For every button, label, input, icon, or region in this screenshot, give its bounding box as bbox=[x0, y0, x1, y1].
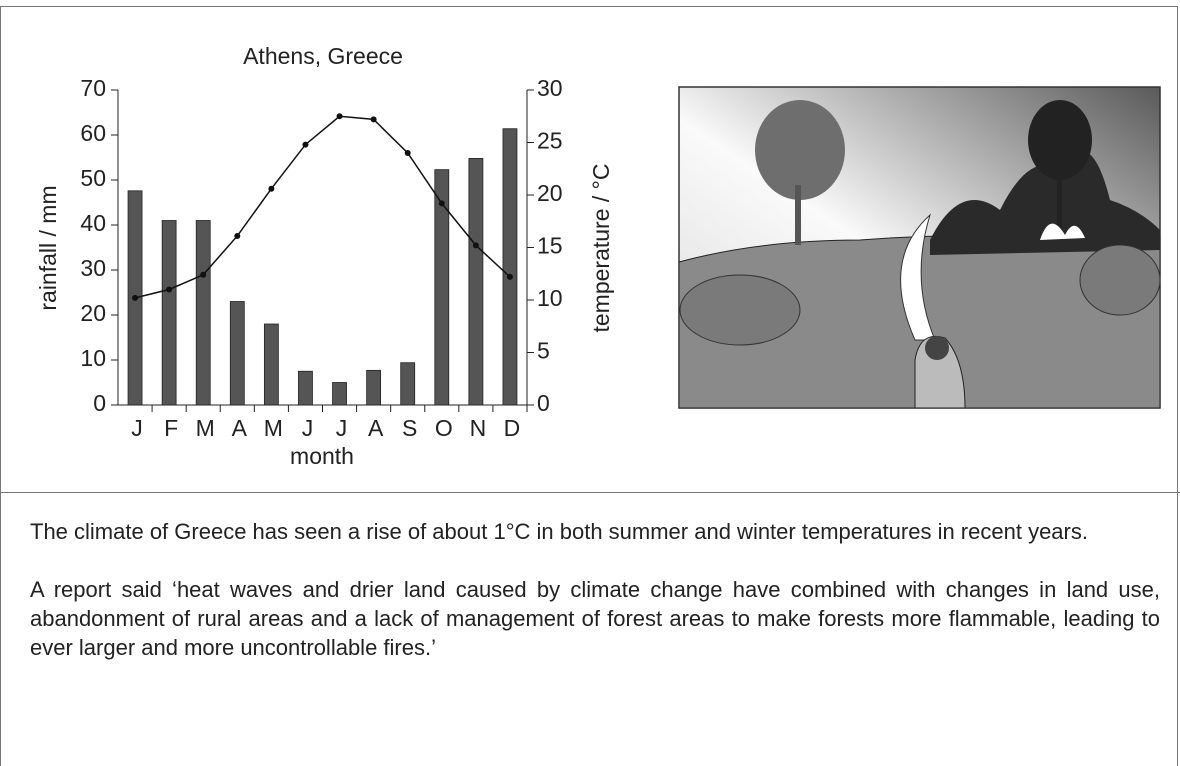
temperature-point bbox=[166, 287, 172, 293]
y-tick-label: 10 bbox=[80, 345, 106, 371]
temperature-point bbox=[405, 150, 411, 156]
x-tick-label: S bbox=[402, 415, 417, 441]
divider bbox=[0, 492, 1180, 493]
y2-tick-label: 30 bbox=[537, 75, 563, 101]
page: Athens, Greece month rainfall / mm tempe… bbox=[0, 0, 1180, 765]
y2-tick-label: 20 bbox=[537, 180, 563, 206]
temperature-point bbox=[132, 295, 138, 301]
y2-tick-label: 5 bbox=[537, 338, 550, 364]
y-tick-label: 40 bbox=[80, 210, 106, 236]
y-tick-label: 30 bbox=[80, 255, 106, 281]
x-tick-label: D bbox=[504, 415, 521, 441]
chart: Athens, Greece month rainfall / mm tempe… bbox=[0, 0, 1180, 490]
y2-tick-label: 0 bbox=[537, 390, 550, 416]
x-tick-label: A bbox=[368, 415, 384, 441]
temperature-point bbox=[200, 272, 206, 278]
x-tick-label: J bbox=[131, 415, 143, 441]
x-tick-label: O bbox=[435, 415, 453, 441]
temperature-point bbox=[302, 142, 308, 148]
y2-tick-label: 15 bbox=[537, 233, 563, 259]
x-tick-label: A bbox=[232, 415, 248, 441]
temperature-point bbox=[371, 116, 377, 122]
temperature-point bbox=[268, 186, 274, 192]
bar bbox=[298, 371, 312, 405]
x-axis-label: month bbox=[290, 443, 354, 469]
y-tick-label: 60 bbox=[80, 120, 106, 146]
y-tick-label: 50 bbox=[80, 165, 106, 191]
y2-axis-label: temperature / °C bbox=[588, 164, 614, 333]
x-tick-label: J bbox=[302, 415, 314, 441]
temperature-point bbox=[439, 200, 445, 206]
x-tick-label: J bbox=[336, 415, 348, 441]
bar bbox=[333, 383, 347, 406]
temperature-point bbox=[234, 233, 240, 239]
paragraph: The climate of Greece has seen a rise of… bbox=[30, 517, 1160, 546]
bar bbox=[401, 363, 415, 405]
bar bbox=[469, 158, 483, 405]
x-tick-label: N bbox=[470, 415, 487, 441]
y-tick-label: 0 bbox=[93, 390, 106, 416]
y-tick-label: 70 bbox=[80, 75, 106, 101]
temperature-point bbox=[473, 242, 479, 248]
y-axis-label: rainfall / mm bbox=[35, 185, 61, 310]
y-tick-label: 20 bbox=[80, 300, 106, 326]
x-tick-label: M bbox=[264, 415, 283, 441]
temperature-line bbox=[135, 116, 510, 298]
bar bbox=[367, 370, 381, 405]
chart-title: Athens, Greece bbox=[243, 43, 403, 69]
bar bbox=[503, 129, 517, 405]
y2-tick-label: 10 bbox=[537, 285, 563, 311]
temperature-point bbox=[337, 113, 343, 119]
paragraph: A report said ‘heat waves and drier land… bbox=[30, 575, 1160, 662]
y2-tick-label: 25 bbox=[537, 128, 563, 154]
illustration bbox=[679, 87, 1160, 408]
bar bbox=[196, 221, 210, 406]
bar bbox=[230, 302, 244, 406]
x-tick-label: M bbox=[196, 415, 215, 441]
text-block: The climate of Greece has seen a rise of… bbox=[30, 517, 1160, 691]
bar bbox=[162, 221, 176, 406]
bar bbox=[264, 324, 278, 405]
temperature-point bbox=[507, 274, 513, 280]
x-tick-label: F bbox=[164, 415, 178, 441]
